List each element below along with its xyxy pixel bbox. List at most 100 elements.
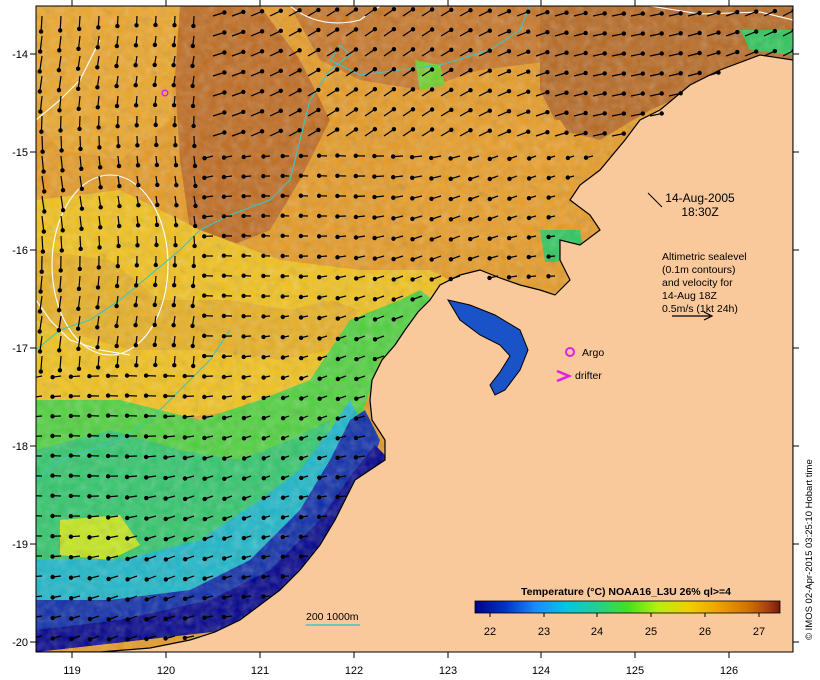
velocity-arrow [201,353,214,359]
velocity-arrow [526,175,537,181]
svg-text:and velocity for: and velocity for [662,277,733,289]
velocity-arrow [60,195,66,213]
velocity-arrow [36,395,43,399]
velocity-arrow [41,155,46,174]
velocity-arrow [448,155,461,161]
svg-text:124: 124 [532,665,550,677]
svg-text:0.5m/s (1kt 24h): 0.5m/s (1kt 24h) [662,303,738,315]
velocity-arrow [763,48,778,57]
velocity-arrow [298,233,308,239]
velocity-arrow [535,89,550,97]
velocity-arrow [440,67,454,77]
velocity-arrow [335,295,347,301]
velocity-arrow [573,30,588,37]
velocity-arrow [611,131,627,137]
velocity-arrow [611,71,627,77]
velocity-arrow [299,435,309,441]
velocity-arrow [57,275,63,293]
velocity-arrow [391,295,404,302]
velocity-arrow [250,29,265,37]
velocity-arrow [115,115,120,129]
velocity-arrow [241,555,252,561]
velocity-arrow [133,335,138,348]
velocity-arrow [261,273,271,279]
velocity-arrow [182,535,195,542]
velocity-arrow [143,434,157,439]
velocity-arrow [526,215,537,221]
velocity-arrow [192,135,197,149]
velocity-arrow [497,8,512,17]
velocity-arrow [261,455,271,461]
velocity-arrow [687,30,702,37]
velocity-arrow [261,173,271,179]
velocity-arrow [353,194,366,199]
velocity-arrow [182,635,195,641]
velocity-arrow [353,173,366,179]
velocity-arrow [60,175,66,193]
velocity-arrow [516,109,531,117]
latitude-axis: -14 -15 -16 -17 -18 -19 -20 [12,49,799,649]
velocity-arrow [39,255,44,274]
velocity-arrow [280,395,290,401]
velocity-arrow [649,31,664,37]
svg-text:121: 121 [251,665,269,677]
velocity-arrow [630,111,646,117]
velocity-arrow [105,433,119,438]
velocity-arrow [467,155,480,161]
svg-text:-19: -19 [12,539,28,551]
svg-text:26: 26 [699,626,711,638]
velocity-arrow [221,253,233,258]
velocity-arrow [144,495,157,501]
velocity-arrow [98,195,103,210]
velocity-arrow [687,10,702,17]
velocity-arrow [231,9,246,17]
longitude-axis: 119 120 121 122 123 124 125 126 [63,0,738,677]
velocity-arrow [241,455,252,461]
velocity-arrow [611,31,627,37]
velocity-arrow [630,31,646,37]
velocity-arrow [68,413,81,419]
velocity-arrow [335,455,347,460]
velocity-arrow [41,195,47,214]
velocity-arrow [95,355,101,370]
velocity-arrow [526,254,537,260]
velocity-arrow [201,313,214,318]
velocity-arrow [231,89,246,97]
velocity-arrow [280,435,290,441]
velocity-arrow [402,87,416,97]
velocity-arrow [280,475,290,481]
velocity-arrow [298,193,309,198]
velocity-arrow [497,108,512,117]
velocity-arrow [50,574,62,580]
velocity-arrow [487,215,499,222]
velocity-arrow [354,355,366,362]
velocity-arrow [202,435,214,441]
velocity-arrow [298,495,309,500]
velocity-arrow [478,48,492,57]
velocity-arrow [58,15,63,33]
lon-tick-120: 120 [157,0,175,677]
altimetry-note: Altimetric sealevel (0.1m contours) and … [662,251,747,321]
velocity-arrow [192,235,197,249]
velocity-arrow [190,355,196,369]
velocity-arrow [241,293,252,299]
velocity-arrow [448,195,461,202]
velocity-arrow [706,50,721,57]
scale-arrow-icon [672,311,714,321]
velocity-arrow [706,70,721,77]
velocity-arrow [497,49,512,57]
velocity-arrow [668,91,683,97]
velocity-arrow [241,435,252,441]
velocity-arrow [105,413,119,418]
velocity-arrow [353,435,366,441]
velocity-arrow [280,213,290,218]
velocity-arrow [97,135,102,150]
velocity-arrow [335,435,347,441]
velocity-arrow [280,574,290,579]
velocity-arrow [69,635,81,642]
velocity-arrow [440,127,454,137]
velocity-arrow [326,47,340,57]
svg-text:(0.1m contours): (0.1m contours) [662,264,736,276]
velocity-arrow [250,109,265,117]
velocity-arrow [383,86,397,97]
